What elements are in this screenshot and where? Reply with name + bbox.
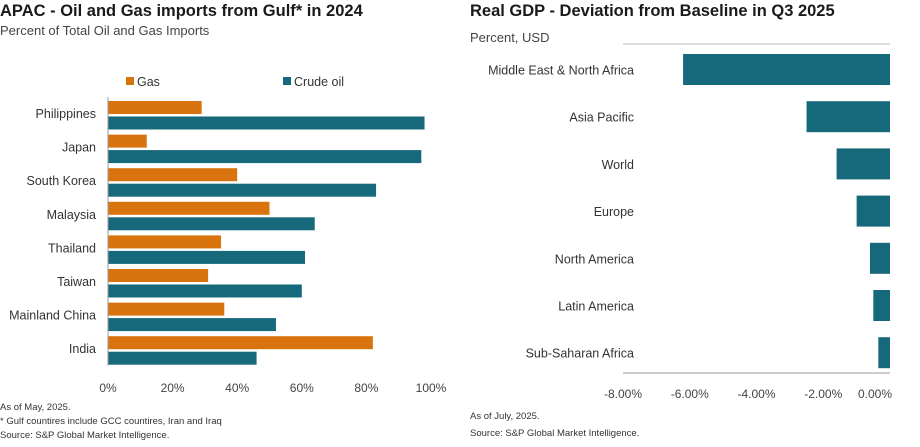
right-chart-subtitle: Percent, USD: [470, 30, 550, 45]
bar-gas-india: [108, 336, 373, 350]
bar-crude-oil-thailand: [108, 250, 306, 264]
legend-swatch-crude-oil: [283, 77, 291, 85]
category-label-middle-east-north-africa: Middle East & North Africa: [488, 64, 634, 78]
category-label-sub-saharan-africa: Sub-Saharan Africa: [526, 347, 634, 361]
oil-gas-imports-panel: APAC - Oil and Gas imports from Gulf* in…: [0, 0, 450, 447]
bar-gas-japan: [108, 134, 147, 148]
x-tick-label: 0%: [99, 381, 117, 395]
category-label-japan: Japan: [62, 141, 96, 155]
oil-gas-imports-chart: Gas Crude oil Philippines Japan South Korea M…: [9, 75, 447, 395]
category-label-north-america: North America: [555, 252, 634, 266]
right-chart-title: Real GDP - Deviation from Baseline in Q3…: [470, 2, 835, 20]
bar-crude-oil-mainland-china: [108, 318, 276, 332]
x-tick-label: -6.00%: [671, 387, 709, 401]
left-footnote-date: As of May, 2025.: [0, 402, 71, 413]
legend-swatch-gas: [126, 77, 134, 85]
left-chart-title: APAC - Oil and Gas imports from Gulf* in…: [0, 2, 363, 20]
right-footnote-source: Source: S&P Global Market Intelligence.: [470, 428, 640, 439]
bar-crude-oil-malaysia: [108, 217, 315, 231]
bar-sub-saharan-africa: [878, 337, 890, 369]
category-label-asia-pacific: Asia Pacific: [569, 111, 634, 125]
bar-gas-mainland-china: [108, 302, 225, 316]
category-label-europe: Europe: [594, 205, 634, 219]
category-label-malaysia: Malaysia: [47, 208, 96, 222]
x-tick-label: -2.00%: [804, 387, 842, 401]
x-tick-label: 80%: [354, 381, 378, 395]
bar-crude-oil-india: [108, 351, 257, 365]
category-label-thailand: Thailand: [48, 241, 96, 255]
x-tick-label: 20%: [161, 381, 185, 395]
bar-asia-pacific: [806, 101, 890, 133]
x-tick-label: -8.00%: [604, 387, 642, 401]
right-footnote-date: As of July, 2025.: [470, 411, 540, 422]
category-label-taiwan: Taiwan: [57, 275, 96, 289]
bar-europe: [856, 195, 890, 227]
bar-crude-oil-philippines: [108, 116, 425, 130]
left-chart-subtitle: Percent of Total Oil and Gas Imports: [0, 23, 210, 38]
bar-world: [836, 148, 890, 180]
bar-gas-taiwan: [108, 269, 209, 282]
bar-north-america: [869, 242, 890, 274]
bar-latin-america: [873, 290, 890, 321]
x-tick-label: 40%: [225, 381, 249, 395]
category-label-philippines: Philippines: [36, 107, 96, 121]
left-footnote-gulf: * Gulf countires include GCC countires, …: [0, 416, 222, 427]
legend-label-gas: Gas: [137, 75, 160, 89]
x-tick-label: 0.00%: [858, 387, 892, 401]
bar-crude-oil-south-korea: [108, 183, 377, 197]
category-label-india: India: [69, 342, 96, 356]
bar-crude-oil-japan: [108, 150, 422, 164]
bar-gas-philippines: [108, 101, 202, 114]
bar-gas-south-korea: [108, 168, 238, 182]
left-footnote-source: Source: S&P Global Market Intelligence.: [0, 430, 170, 441]
bar-gas-thailand: [108, 235, 222, 249]
gdp-deviation-panel: Real GDP - Deviation from Baseline in Q3…: [470, 0, 920, 447]
category-label-mainland-china: Mainland China: [9, 309, 96, 323]
category-label-south-korea: South Korea: [27, 174, 97, 188]
x-tick-label: 60%: [290, 381, 314, 395]
x-tick-label: -4.00%: [737, 387, 775, 401]
gdp-deviation-chart: Middle East & North Africa Asia Pacific Wo…: [488, 43, 892, 401]
legend-label-crude-oil: Crude oil: [294, 75, 344, 89]
category-label-latin-america: Latin America: [558, 300, 634, 314]
bar-middle-east-north-africa: [683, 54, 890, 85]
category-label-world: World: [602, 158, 634, 172]
bar-crude-oil-taiwan: [108, 284, 302, 298]
bar-gas-malaysia: [108, 201, 270, 215]
x-tick-label: 100%: [416, 381, 447, 395]
